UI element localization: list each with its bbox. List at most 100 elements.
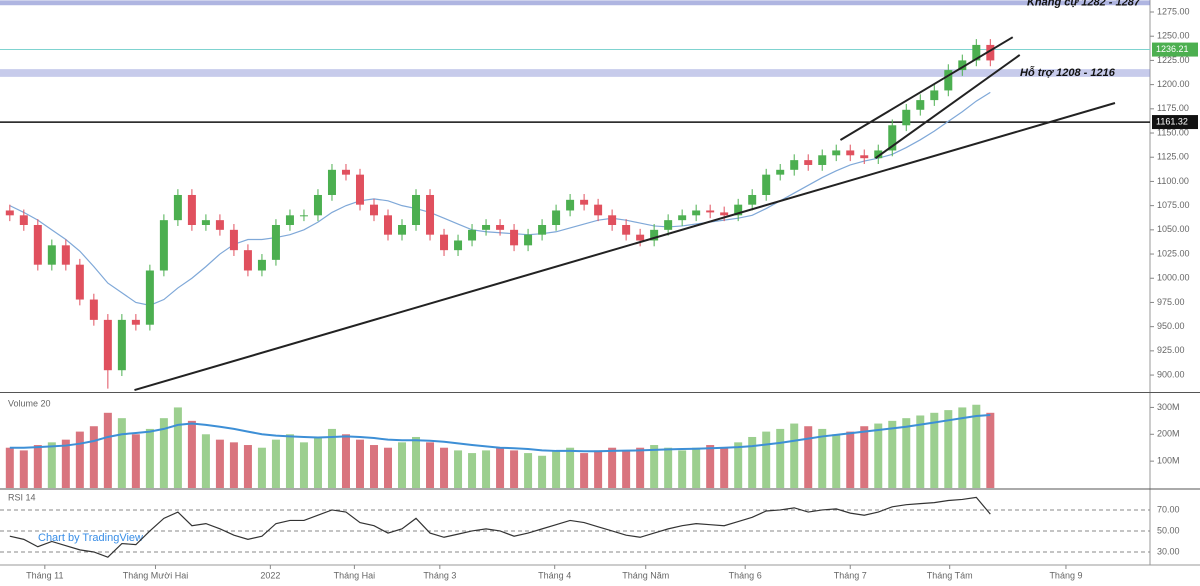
volume-bar: [608, 447, 617, 488]
candle-body: [930, 90, 939, 101]
x-tick-label: Tháng 7: [834, 570, 867, 580]
candle-body: [215, 220, 224, 230]
pane-title: Volume 20: [8, 398, 51, 408]
y-tick-label: 900.00: [1157, 369, 1185, 379]
candle-body: [117, 319, 126, 371]
candle-body: [594, 204, 603, 216]
candle-body: [496, 224, 505, 230]
volume-bar: [580, 453, 589, 488]
x-tick-label: 2022: [260, 570, 280, 580]
candle-body: [482, 224, 491, 230]
y-tick-label: 1075.00: [1157, 200, 1190, 210]
candle-body: [440, 234, 449, 251]
volume-bar: [636, 447, 645, 488]
candle-body: [790, 160, 799, 170]
volume-bar: [33, 445, 42, 488]
volume-bar: [412, 436, 421, 488]
volume-bar: [341, 434, 350, 488]
y-tick-label: 70.00: [1157, 504, 1180, 514]
volume-bar: [678, 450, 687, 488]
candle-body: [257, 259, 266, 271]
volume-bar: [958, 407, 967, 488]
y-tick-label: 925.00: [1157, 345, 1185, 355]
volume-bar: [229, 442, 238, 488]
volume-bar: [524, 453, 533, 488]
candle-body: [944, 70, 953, 91]
candle-body: [972, 44, 981, 61]
x-tick-label: Tháng Mười Hai: [123, 570, 188, 580]
volume-bar: [972, 404, 981, 488]
candle-body: [341, 169, 350, 175]
volume-bar: [47, 442, 56, 488]
y-tick-label: 1200.00: [1157, 79, 1190, 89]
candle-body: [61, 245, 70, 265]
x-tick-label: Tháng 11: [26, 570, 63, 580]
volume-bar: [944, 410, 953, 488]
y-tick-label: 1175.00: [1157, 103, 1189, 113]
candle-body: [47, 245, 56, 265]
volume-bar: [384, 447, 393, 488]
candle-body: [762, 174, 771, 195]
volume-bar: [706, 445, 715, 488]
volume-bar: [215, 439, 224, 488]
volume-bar: [89, 426, 98, 488]
volume-average: [9, 413, 991, 453]
volume-bar: [398, 442, 407, 488]
y-tick-label: 1150.00: [1157, 127, 1189, 137]
volume-bar: [426, 442, 435, 488]
candle-body: [874, 150, 883, 159]
volume-bar: [790, 423, 799, 488]
candle-body: [986, 44, 995, 61]
candle-body: [650, 229, 659, 241]
volume-bar: [496, 447, 505, 488]
resistance-label: Kháng cự 1282 - 1287: [1027, 0, 1141, 9]
volume-bar: [482, 450, 491, 488]
last-price-box: [1152, 42, 1198, 57]
candle-body: [636, 234, 645, 241]
candle-body: [804, 160, 813, 165]
volume-bar: [468, 453, 477, 488]
volume-bar: [173, 407, 182, 488]
volume-bar: [720, 447, 729, 488]
candle-body: [734, 204, 743, 216]
y-tick-label: 1125.00: [1157, 152, 1189, 162]
x-tick-label: Tháng 6: [729, 570, 762, 580]
candle-body: [187, 194, 196, 225]
x-tick-label: Tháng 3: [423, 570, 456, 580]
candle-body: [5, 210, 14, 216]
volume-bar: [762, 431, 771, 488]
volume-bar: [103, 412, 112, 488]
volume-bar: [117, 418, 126, 488]
candle-body: [846, 150, 855, 156]
candle-body: [243, 250, 252, 271]
volume-bar: [285, 434, 294, 488]
y-tick-label: 100M: [1157, 456, 1180, 466]
volume-bar: [75, 431, 84, 488]
candle-body: [271, 224, 280, 260]
y-tick-label: 30.00: [1157, 546, 1180, 556]
volume-bar: [201, 434, 210, 488]
candle-body: [860, 155, 869, 159]
volume-bar: [734, 442, 743, 488]
candle-body: [33, 224, 42, 265]
trendline: [839, 36, 1014, 141]
trendline: [134, 102, 1116, 392]
y-tick-label: 200M: [1157, 429, 1180, 439]
volume-bar: [664, 447, 673, 488]
candle-body: [412, 194, 421, 225]
volume-bar: [257, 447, 266, 488]
pane-title: RSI 14: [8, 492, 36, 502]
volume-bar: [187, 420, 196, 488]
volume-bar: [440, 447, 449, 488]
candle-body: [313, 194, 322, 216]
candle-body: [608, 215, 617, 225]
volume-bar: [748, 436, 757, 488]
candle-body: [159, 220, 168, 271]
volume-bar: [846, 431, 855, 488]
rsi-line: [9, 496, 991, 558]
candle-body: [538, 224, 547, 235]
y-tick-label: 975.00: [1157, 297, 1185, 307]
